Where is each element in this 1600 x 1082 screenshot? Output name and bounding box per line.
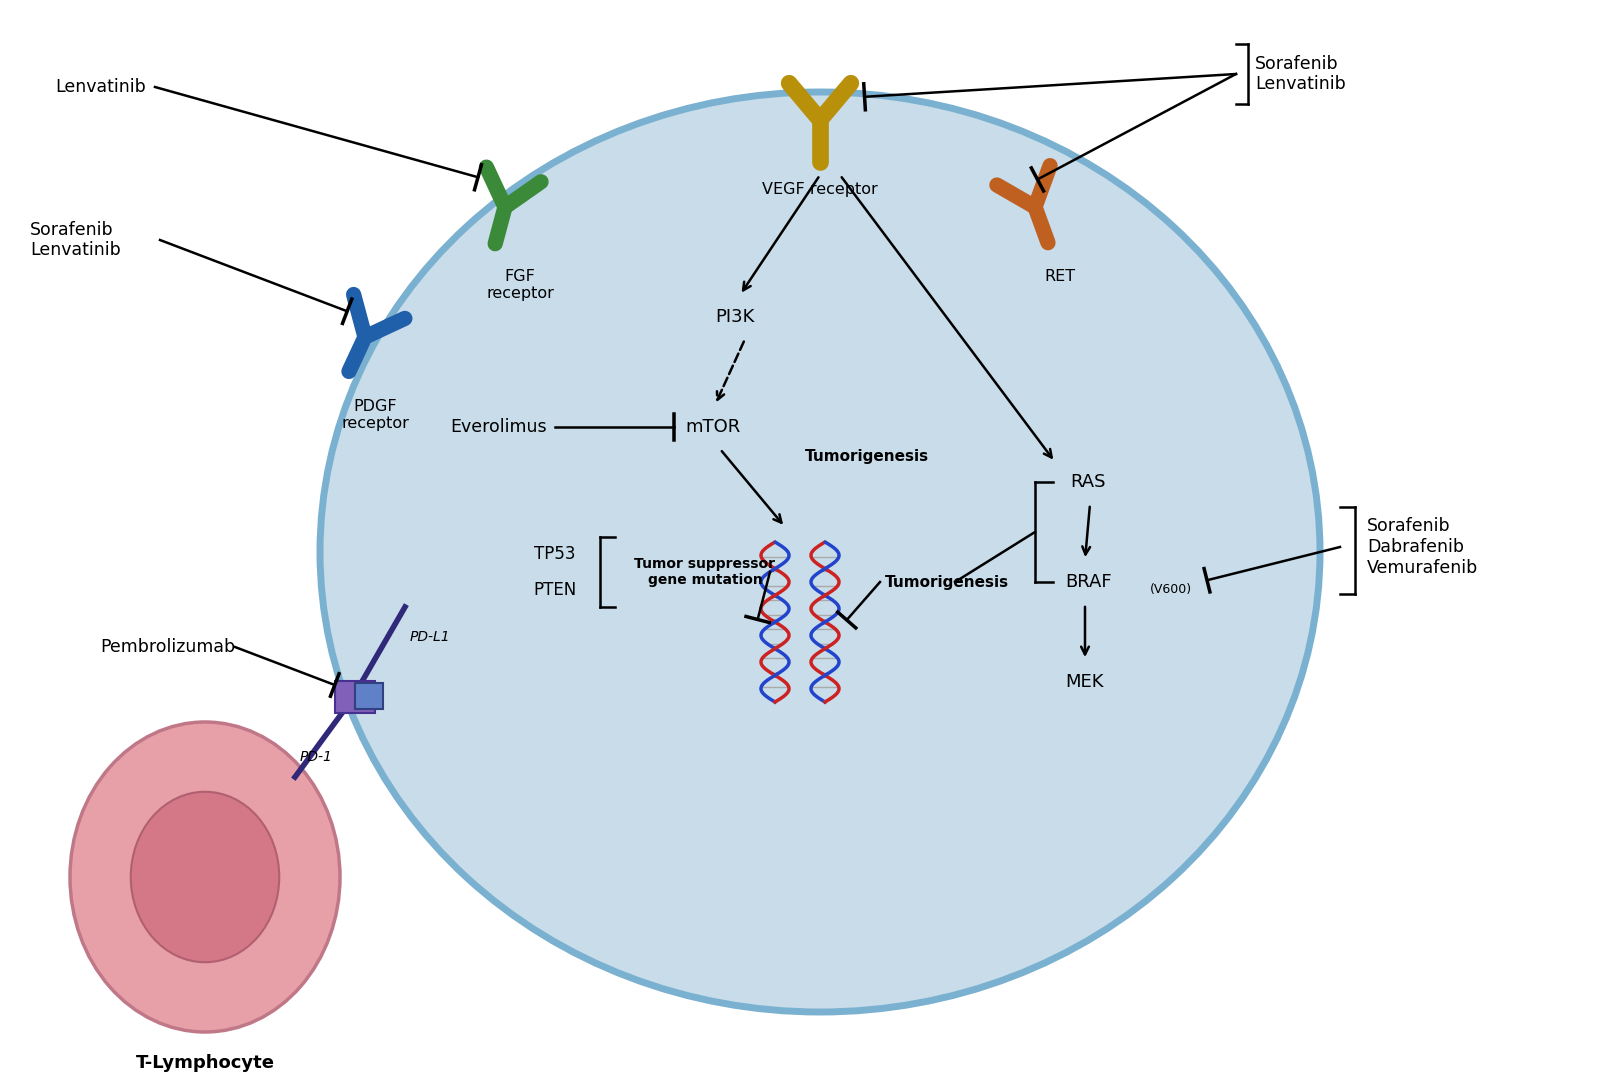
Text: PI3K: PI3K — [715, 308, 754, 326]
Text: Sorafenib
Dabrafenib
Vemurafenib: Sorafenib Dabrafenib Vemurafenib — [1366, 517, 1478, 577]
Text: PDGF
receptor: PDGF receptor — [341, 399, 410, 432]
Ellipse shape — [70, 722, 339, 1032]
Text: Tumorigenesis: Tumorigenesis — [805, 449, 930, 464]
FancyBboxPatch shape — [334, 681, 374, 713]
Text: MEK: MEK — [1066, 673, 1104, 691]
Text: FGF
receptor: FGF receptor — [486, 269, 554, 302]
Text: Tumorigenesis: Tumorigenesis — [885, 575, 1010, 590]
Text: RET: RET — [1045, 269, 1075, 283]
Text: PTEN: PTEN — [533, 581, 576, 599]
Ellipse shape — [131, 792, 280, 962]
Text: BRAF: BRAF — [1066, 573, 1112, 591]
Text: VEGF receptor: VEGF receptor — [762, 182, 878, 197]
Text: Sorafenib
Lenvatinib: Sorafenib Lenvatinib — [1254, 54, 1346, 93]
Text: TP53: TP53 — [534, 545, 576, 563]
Text: PD-L1: PD-L1 — [410, 630, 451, 644]
Text: T-Lymphocyte: T-Lymphocyte — [136, 1054, 275, 1072]
Text: Lenvatinib: Lenvatinib — [54, 78, 146, 96]
Text: (V600): (V600) — [1150, 583, 1192, 596]
Text: Everolimus: Everolimus — [450, 418, 547, 436]
Text: PD-1: PD-1 — [301, 750, 333, 764]
Text: Pembrolizumab: Pembrolizumab — [99, 638, 235, 656]
Text: RAS: RAS — [1070, 473, 1106, 491]
Text: mTOR: mTOR — [685, 418, 741, 436]
Text: Sorafenib
Lenvatinib: Sorafenib Lenvatinib — [30, 221, 120, 260]
Text: Tumor suppressor
gene mutation: Tumor suppressor gene mutation — [635, 557, 776, 588]
FancyBboxPatch shape — [355, 683, 382, 709]
Ellipse shape — [320, 92, 1320, 1012]
